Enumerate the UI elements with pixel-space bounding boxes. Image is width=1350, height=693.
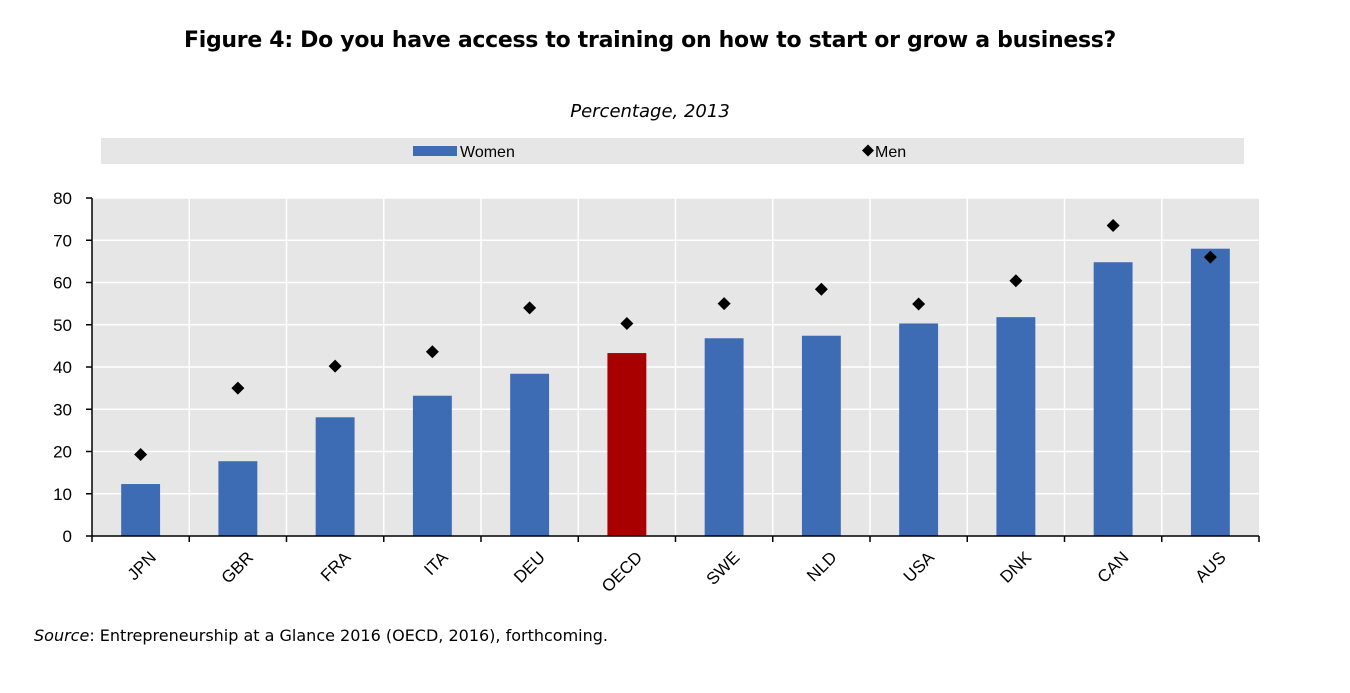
bar-women-can — [1093, 262, 1133, 536]
marker-men-jpn — [134, 447, 148, 461]
bar-women-dnk — [996, 317, 1036, 536]
figure-title: Figure 4: Do you have access to training… — [184, 28, 1116, 53]
y-tick-label: 10 — [53, 485, 72, 504]
bar-women-aus — [1190, 248, 1230, 536]
x-tick-label-fra: FRA — [317, 547, 355, 585]
chart-subtitle: Percentage, 2013 — [570, 101, 730, 122]
bar-chart: Women Men 0 10 20 30 40 50 60 70 80 JPN GBR FRA ITA D… — [53, 138, 1260, 596]
y-tick-label: 50 — [53, 316, 72, 335]
y-tick-label: 40 — [53, 358, 72, 377]
bar-women-fra — [315, 417, 355, 536]
marker-men-gbr — [231, 381, 245, 395]
legend-men-label: Men — [875, 144, 906, 161]
x-tick-label-can: CAN — [1094, 548, 1133, 587]
bar-women-nld — [801, 335, 841, 536]
legend-men-marker — [862, 144, 874, 157]
x-tick-label-aus: AUS — [1192, 548, 1230, 586]
marker-men-deu — [523, 301, 537, 315]
gridlines — [92, 197, 1259, 536]
x-tick-label-gbr: GBR — [218, 548, 257, 587]
marker-men-usa — [912, 297, 926, 311]
bar-women-gbr — [218, 461, 258, 536]
bar-women-oecd — [607, 353, 647, 536]
y-tick-label: 0 — [63, 527, 72, 546]
x-tick-label-nld: NLD — [803, 548, 840, 585]
bar-women-deu — [510, 373, 550, 536]
legend-women-label: Women — [460, 144, 515, 161]
y-tick-label: 30 — [53, 400, 72, 419]
marker-men-fra — [328, 359, 342, 373]
marker-men-oecd — [620, 316, 634, 330]
y-tick-label: 60 — [53, 274, 72, 293]
marker-men-aus — [1203, 250, 1217, 264]
marker-men-nld — [814, 282, 828, 296]
x-tick-label-deu: DEU — [510, 548, 549, 587]
legend-item-men: Men — [862, 144, 906, 161]
source-note: Source: Entrepreneurship at a Glance 201… — [34, 626, 608, 645]
x-tick-label-jpn: JPN — [124, 548, 160, 584]
x-tick-label-ita: ITA — [420, 547, 452, 579]
x-tick-label-swe: SWE — [703, 548, 744, 589]
bar-women-ita — [412, 395, 452, 536]
x-tick-label-oecd: OECD — [598, 548, 646, 596]
women-bars — [121, 248, 1230, 536]
marker-men-dnk — [1009, 274, 1023, 288]
legend-women-swatch — [413, 146, 457, 156]
y-tick-label: 20 — [53, 443, 72, 462]
bar-women-jpn — [121, 484, 161, 536]
source-label: Source — [34, 626, 90, 645]
source-text: : Entrepreneurship at a Glance 2016 (OEC… — [89, 626, 609, 645]
marker-men-swe — [717, 297, 731, 311]
y-tick-label: 80 — [53, 189, 72, 208]
marker-men-can — [1106, 218, 1120, 232]
bar-women-swe — [704, 338, 744, 536]
legend-item-women: Women — [413, 144, 515, 161]
men-markers — [134, 218, 1217, 461]
bar-women-usa — [899, 323, 939, 536]
x-tick-label-dnk: DNK — [996, 547, 1035, 586]
x-tick-label-usa: USA — [900, 547, 939, 586]
legend-box — [101, 138, 1244, 164]
marker-men-ita — [425, 345, 439, 359]
y-tick-label: 70 — [53, 231, 72, 250]
